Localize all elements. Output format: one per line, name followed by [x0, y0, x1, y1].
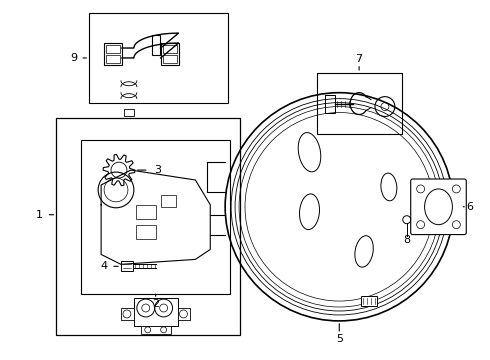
Bar	[152, 35, 160, 55]
Bar	[361, 296, 377, 306]
Bar	[163, 55, 176, 63]
Bar	[177, 308, 191, 320]
Bar	[124, 109, 134, 117]
Bar	[136, 225, 156, 239]
Bar	[104, 43, 122, 65]
Text: 9: 9	[70, 53, 77, 63]
Bar	[81, 140, 230, 294]
Bar	[121, 261, 133, 271]
Bar	[89, 13, 228, 103]
Bar	[141, 326, 171, 334]
Bar	[325, 95, 335, 113]
Bar	[161, 195, 175, 207]
FancyBboxPatch shape	[411, 179, 466, 235]
Text: 8: 8	[403, 234, 410, 244]
Text: 4: 4	[100, 261, 108, 271]
Bar	[56, 118, 240, 335]
Bar	[163, 45, 176, 53]
Bar	[161, 43, 178, 65]
Bar	[106, 55, 120, 63]
Text: 7: 7	[356, 54, 363, 64]
Bar	[106, 45, 120, 53]
Bar	[121, 308, 134, 320]
Bar	[134, 298, 177, 326]
Bar	[136, 205, 156, 219]
Bar	[318, 73, 402, 134]
Text: 3: 3	[154, 165, 161, 175]
Text: 2: 2	[152, 299, 159, 309]
Text: 6: 6	[467, 202, 474, 212]
Text: 5: 5	[336, 334, 343, 344]
Text: 1: 1	[36, 210, 43, 220]
